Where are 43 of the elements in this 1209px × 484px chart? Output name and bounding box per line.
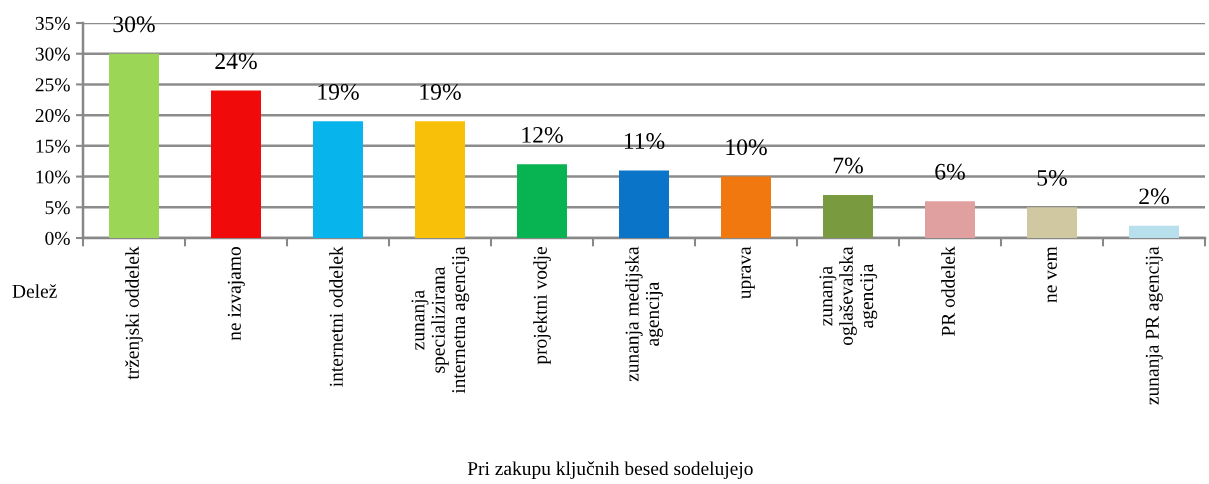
x-tick-label: zunanja specializirana internetna agencija [411, 246, 470, 394]
bar [109, 53, 159, 238]
y-tick-label: 35% [35, 16, 70, 30]
x-tick-label: uprava [741, 246, 755, 299]
y-tick-label: 15% [36, 139, 70, 153]
data-label: 7% [833, 157, 863, 174]
y-tick-label: 20% [35, 108, 70, 123]
x-tick-label: PR oddelek [941, 246, 955, 336]
bar [619, 170, 669, 238]
bar [925, 201, 975, 238]
x-tick-label: ne vem [1047, 246, 1057, 303]
x-tick-label: trženjski oddelek [125, 246, 143, 380]
x-tick-label: projektni vodje [533, 247, 551, 365]
x-tick-label: ne izvajamo [227, 247, 245, 341]
text: Delež [12, 284, 57, 298]
data-label: 19% [420, 83, 461, 100]
y-tick-label: 25% [35, 78, 70, 92]
bar [415, 121, 465, 238]
bar [1129, 225, 1179, 238]
bar [721, 176, 771, 238]
bar [823, 195, 873, 238]
data-label: 11% [624, 133, 665, 150]
y-tick-label: 0% [45, 231, 70, 245]
data-label: 10% [726, 139, 767, 156]
data-label: 5% [1037, 169, 1067, 186]
x-tick-label: zunanja PR agencija [1145, 246, 1163, 405]
data-label: 24% [215, 53, 257, 70]
y-tick-label: 5% [45, 201, 70, 215]
bar [211, 90, 261, 238]
x-tick-label: zunanja oglaševalska agencija [819, 246, 878, 345]
bar [313, 121, 363, 238]
x-tick-label: internetni oddelek [329, 246, 343, 387]
y-tick-label: 30% [35, 47, 70, 61]
x-axis-title: Pri zakupu ključnih besed sodelujejo [467, 461, 753, 480]
data-label: 19% [318, 83, 359, 100]
bar [1027, 207, 1077, 238]
data-label: 6% [935, 163, 965, 180]
y-tick-label: 10% [36, 170, 70, 184]
x-tick-label: zunanja medijska agencija [624, 246, 664, 382]
data-label: 30% [113, 16, 155, 33]
data-label: 12% [522, 126, 563, 143]
data-label: 2% [1139, 188, 1169, 205]
bar [517, 164, 567, 238]
